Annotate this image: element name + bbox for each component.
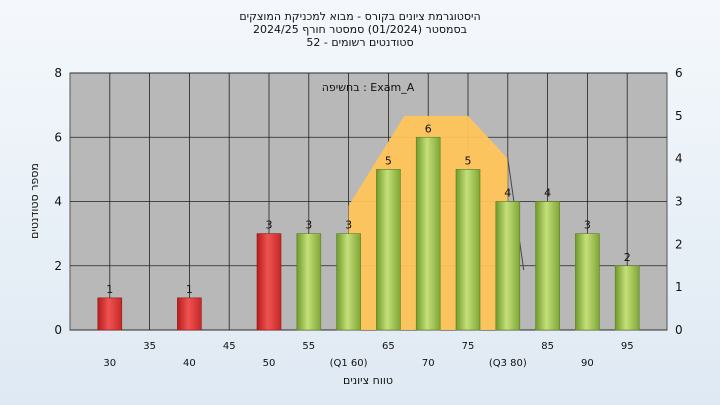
x-tick-label-upper: 35 — [143, 341, 156, 352]
data-label-95: 2 — [624, 251, 631, 264]
x-tick-label-lower: 40 — [183, 358, 196, 369]
x-tick-label-lower: 90 — [581, 358, 594, 369]
y-tick-label: 8 — [54, 66, 62, 80]
title-line-3: סטודנטים רשומים - 52 — [306, 36, 414, 49]
data-label-90: 3 — [584, 219, 591, 232]
y2-tick-label: 3 — [675, 195, 683, 209]
data-label-50: 3 — [266, 219, 273, 232]
data-label-60: 3 — [345, 219, 352, 232]
y-tick-label: 4 — [54, 195, 62, 209]
data-label-75: 5 — [465, 154, 472, 167]
bar-55 — [296, 233, 322, 331]
bar-30 — [97, 297, 123, 331]
chart-title: היסטוגרמת ציונים בקורס - מבוא למכניקת המ… — [0, 10, 720, 49]
bar-90 — [575, 233, 600, 331]
y-tick-label: 6 — [54, 130, 62, 144]
x-tick-label-upper: 65 — [382, 341, 395, 352]
data-label-70: 6 — [425, 122, 432, 135]
data-label-85: 4 — [544, 187, 551, 200]
data-label-55: 3 — [305, 219, 312, 232]
x-tick-label-lower: (Q1 60) — [330, 358, 368, 369]
data-label-30: 1 — [106, 283, 113, 296]
y-axis-label: מספר סטודנטים — [28, 163, 41, 239]
bar-70 — [415, 136, 441, 331]
y2-tick-label: 5 — [675, 109, 683, 123]
x-tick-label-lower: (Q3 80) — [489, 358, 527, 369]
x-tick-label-upper: 75 — [462, 341, 475, 352]
y-tick-label: 0 — [54, 323, 62, 337]
x-tick-label-lower: 30 — [103, 358, 116, 369]
bar-80 — [495, 201, 521, 331]
exam-annotation: בחשיפה : Exam_A — [322, 81, 415, 94]
bar-75 — [455, 169, 481, 331]
x-tick-label-lower: 70 — [422, 358, 435, 369]
x-tick-label-upper: 95 — [621, 341, 634, 352]
y2-tick-label: 1 — [675, 280, 683, 294]
bar-40 — [177, 297, 202, 331]
y2-tick-label: 0 — [675, 323, 683, 337]
data-label-40: 1 — [186, 283, 193, 296]
x-axis-label: טווח ציונים — [343, 374, 393, 387]
x-tick-label-upper: 55 — [302, 341, 315, 352]
title-line-1: היסטוגרמת ציונים בקורס - מבוא למכניקת המ… — [239, 10, 481, 23]
bar-60 — [336, 233, 361, 331]
x-tick-label-upper: 45 — [223, 341, 236, 352]
bar-95 — [614, 265, 640, 331]
bar-65 — [376, 169, 401, 331]
x-tick-label-lower: 50 — [263, 358, 276, 369]
title-line-2: בסמסטר (01/2024) סמסטר חורף 2024/25 — [253, 23, 467, 36]
data-label-80: 4 — [504, 187, 511, 200]
x-tick-label-upper: 85 — [541, 341, 554, 352]
bar-50 — [256, 233, 282, 331]
y2-tick-label: 6 — [675, 66, 683, 80]
y-tick-label: 2 — [54, 259, 62, 273]
y2-tick-label: 2 — [675, 237, 683, 251]
data-label-65: 5 — [385, 154, 392, 167]
bar-85 — [535, 201, 560, 331]
y2-tick-label: 4 — [675, 152, 683, 166]
